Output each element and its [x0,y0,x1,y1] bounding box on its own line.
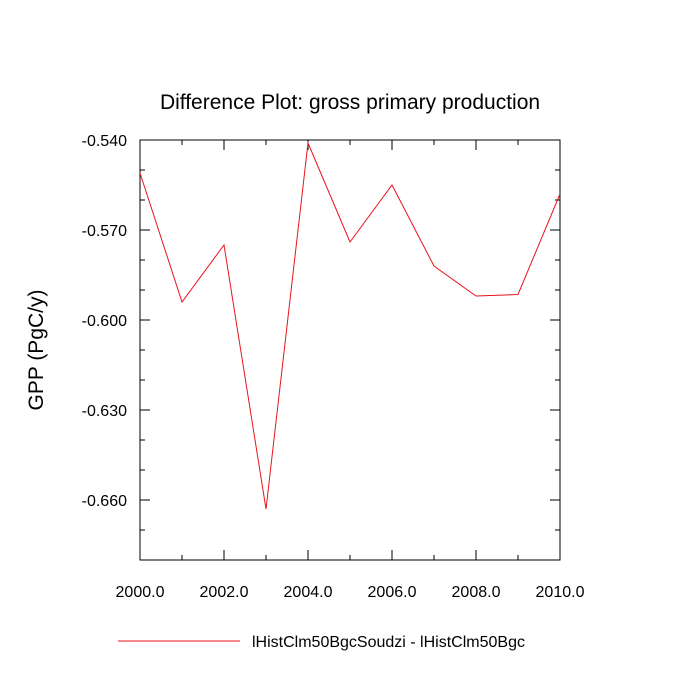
x-tick-label: 2010.0 [536,584,585,601]
x-tick-label: 2008.0 [452,584,501,601]
legend: lHistClm50BgcSoudzi - lHistClm50Bgc [118,634,525,651]
y-axis-label: GPP (PgC/y) [25,290,48,411]
chart-title: Difference Plot: gross primary productio… [160,91,540,114]
x-tick-label: 2004.0 [284,584,333,601]
y-tick-label: -0.600 [82,313,127,330]
plot-frame [139,139,561,561]
x-tick-label: 2000.0 [116,584,165,601]
series-layer [139,141,561,510]
x-tick-label: 2002.0 [200,584,249,601]
x-tick-label: 2006.0 [368,584,417,601]
axis-ticks [139,139,561,560]
axis-tick-labels: 2000.0 2002.0 2004.0 2006.0 2008.0 2010.0 -0.5… [82,133,585,601]
legend-label: lHistClm50BgcSoudzi - lHistClm50Bgc [252,634,525,651]
series-line [139,141,561,510]
y-tick-label: -0.630 [82,403,127,420]
y-tick-label: -0.570 [82,223,127,240]
y-tick-label: -0.660 [82,493,127,510]
y-tick-label: -0.540 [82,133,127,150]
